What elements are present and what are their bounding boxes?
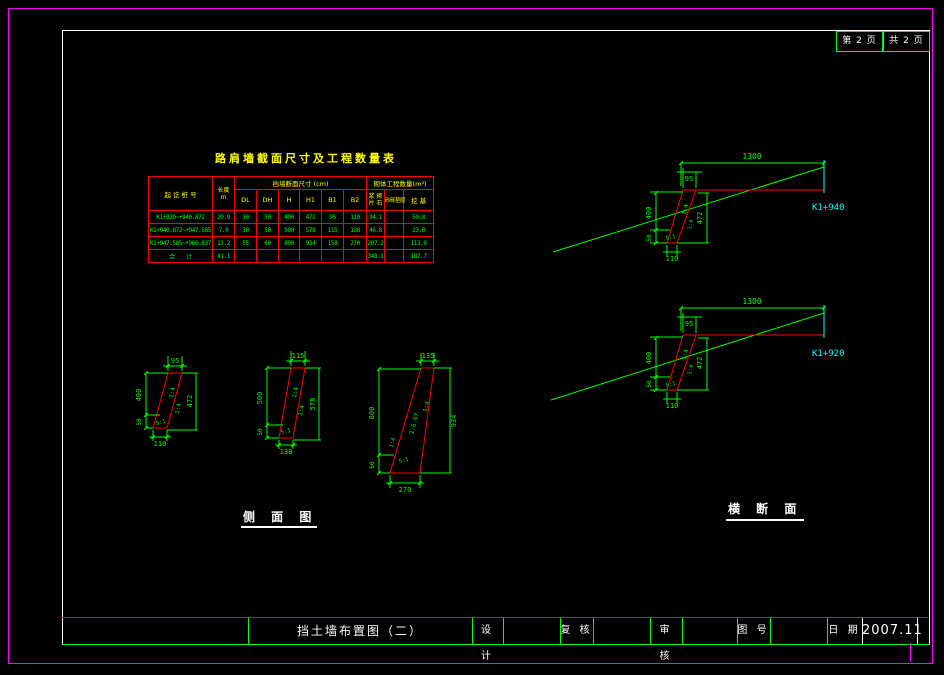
slope-front: 1:4 [168,386,177,398]
slope-back: 1:4 [687,364,695,376]
review-label: 审 核 [659,625,673,662]
dim-embed: 50 [257,428,264,436]
ground-line [550,312,825,401]
dim-bottom: 270 [399,486,412,494]
dim-top: 135 [422,352,435,360]
dim-height: 400 [645,352,653,365]
dim-embed: 60 [369,461,376,469]
slope-back: 1:4 [174,402,183,414]
slope-front: 1:4 [291,386,300,398]
dim-span: 1300 [742,297,761,306]
date-label: 日 期 [828,625,861,636]
table-row: K1+947.585~+960.837 13.2 55 60 800 934 1… [148,236,435,250]
length-label: 长度 [217,186,230,194]
slope-back: 1:6.67 [408,412,420,435]
drawing-title: 挡土墙布置图（二） [296,624,423,638]
dim-face-height: 578 [309,398,317,411]
station-label: K1+920 [812,349,845,359]
magenta-stub-line [910,643,911,662]
col-header-station: 起 讫 桩 号 [148,176,213,211]
dim-height: 400 [645,207,653,220]
station-label: K1+940 [812,203,845,213]
dim-embed: 50 [646,234,653,242]
cross-section-underline [726,519,804,521]
table-row-total: 合 计 41.1 348.1 187.7 [148,249,435,263]
dim-span: 1300 [742,152,761,161]
page-total-box: 共 2 页 [883,31,930,52]
dim-top: 95 [685,320,693,328]
dim-face-height: 934 [450,415,458,428]
slope-back: 1:4 [297,404,306,416]
slope-front: 1:4 [422,400,432,413]
side-view-section-3: 135 800 60 934 270 1:4 1:6.67 1:4 5:1 [368,352,458,494]
date-value: 2007.11 [862,623,923,638]
dim-embed: 50 [136,418,143,426]
drawing-no-label: 图 号 [737,625,770,636]
page-number-box: 第 2 页 [836,31,883,52]
base-slope: 5:1 [155,419,166,427]
dim-bottom: 110 [666,402,679,410]
dim-bottom: 138 [280,448,293,456]
dim-face-height: 472 [696,212,704,225]
col-header-b2: B2 [342,189,368,211]
slope-front: 1:4 [681,203,690,215]
dim-face-height: 472 [186,395,194,408]
cross-section-caption: 横 断 面 [728,502,803,516]
slope-lower: 1:4 [389,437,398,449]
slope-back: 1:4 [687,219,695,231]
dim-face-height: 472 [696,357,704,370]
dim-height: 800 [368,407,376,420]
dimension-table: 起 讫 桩 号 长度 m 挡墙断面尺寸 (cm) 砌体工程数量(m³) DL D… [148,176,435,263]
length-unit: m [220,193,227,201]
side-view-caption: 侧 面 图 [243,510,318,524]
dim-top: 95 [685,175,693,183]
dim-top: 95 [171,357,179,365]
design-label: 设 计 [481,625,494,662]
side-view-section-1: 95 400 50 472 110 1:4 1:4 5:1 [135,356,198,448]
slope-front: 1:4 [681,348,690,360]
cross-section-k1-920: 1300 95 K1+920 400 50 472 110 [550,297,845,410]
masonry-label-2: 片 石 [368,200,383,207]
base-slope: 5:1 [665,381,676,389]
cross-section-k1-940: 1300 95 K1+940 400 50 472 110 [552,152,845,263]
table-row: K1+920~+940.872 20.9 30 50 400 472 95 11… [148,210,435,224]
dim-bottom: 110 [666,255,679,263]
base-slope: 5:1 [398,457,409,465]
outer-magenta-border [8,8,933,664]
side-view-section-2: 115 500 50 578 138 1:4 1:4 5:1 [256,351,321,456]
sheet-frame [62,30,930,645]
side-view-underline [241,526,317,528]
dim-height: 500 [256,392,264,405]
dim-top: 115 [292,352,305,360]
dim-bottom: 110 [154,440,167,448]
table-title: 路肩墙截面尺寸及工程数量表 [215,152,397,165]
base-slope: 5:1 [665,234,676,242]
dim-embed: 50 [646,380,653,388]
table-row: K1+940.872~+947.585 7.0 30 50 500 578 11… [148,223,435,237]
dim-height: 400 [135,389,143,402]
check-label: 复 核 [560,625,593,636]
title-bar: 挡土墙布置图（二） 设 计 复 核 审 核 图 号 日 期 2007.11 [62,617,928,662]
masonry-label-1: 浆 砌 [368,193,383,200]
base-slope: 5:1 [280,428,291,436]
